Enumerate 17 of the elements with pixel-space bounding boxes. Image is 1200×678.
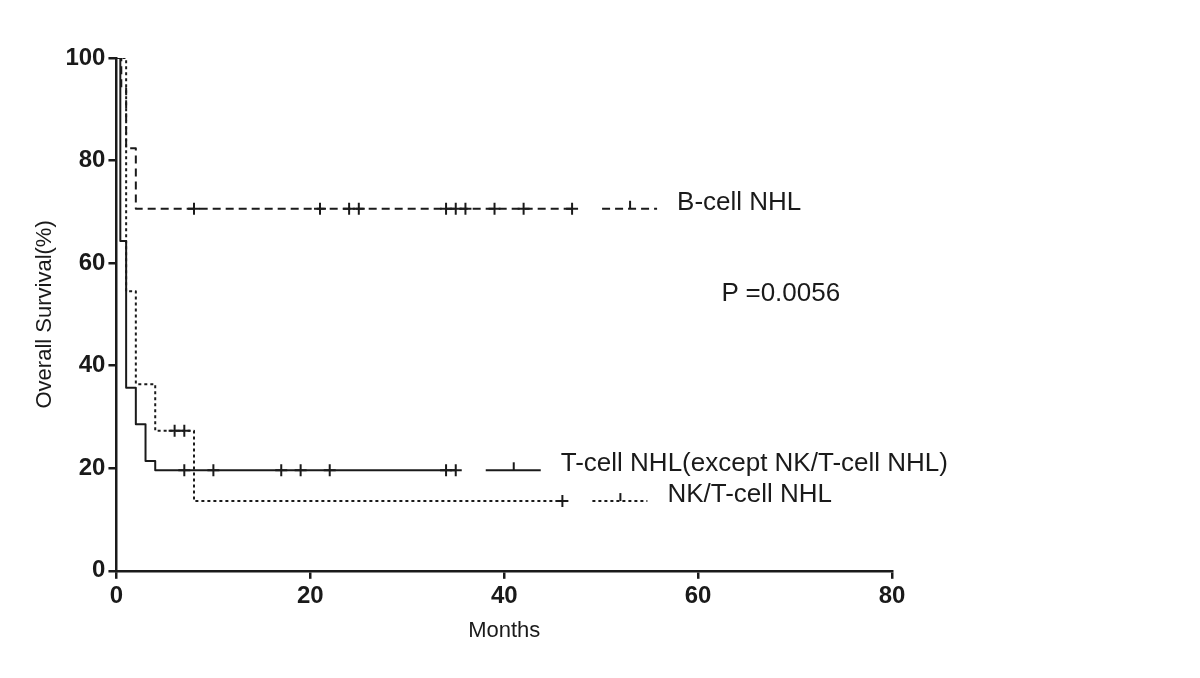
y-tick-label: 20 <box>78 452 106 480</box>
x-tick-label: 20 <box>296 580 324 608</box>
y-axis-title: Overall Survival(%) <box>31 220 57 409</box>
y-tick-label: 0 <box>92 555 106 583</box>
legend-label: T-cell NHL(except NK/T-cell NHL) <box>560 447 948 478</box>
x-tick-label: 40 <box>490 580 518 608</box>
x-axis-title: Months <box>468 616 541 642</box>
x-tick-label: 0 <box>109 580 124 608</box>
y-tick-label: 80 <box>78 145 106 173</box>
legend-label: NK/T-cell NHL <box>667 478 833 509</box>
y-tick-label: 100 <box>65 42 106 70</box>
x-tick-label: 80 <box>878 580 906 608</box>
x-tick-label: 60 <box>684 580 712 608</box>
legend-label: B-cell NHL <box>677 185 802 216</box>
y-tick-label: 40 <box>78 350 106 378</box>
annotation: P =0.0056 <box>721 277 841 308</box>
y-tick-label: 60 <box>78 247 106 275</box>
